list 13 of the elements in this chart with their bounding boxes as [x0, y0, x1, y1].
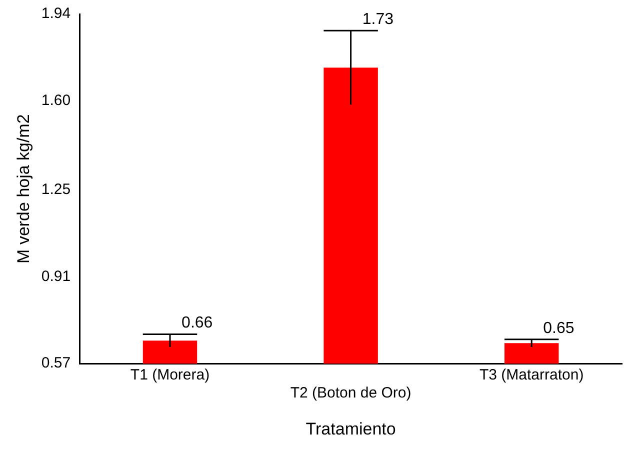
y-tick-label: 1.60 [41, 92, 71, 109]
x-axis-title: Tratamiento [306, 419, 396, 438]
y-axis-title: M verde hoja kg/m2 [14, 114, 33, 264]
y-tick-label: 1.94 [41, 5, 71, 22]
y-tick-label: 0.57 [41, 354, 71, 372]
x-tick-label: T1 (Morera) [130, 366, 210, 384]
y-tick-label: 0.91 [41, 268, 71, 285]
data-label: 1.73 [362, 10, 394, 28]
data-label: 0.65 [543, 320, 574, 337]
y-tick-label: 1.25 [41, 181, 71, 198]
x-tick-label: T2 (Boton de Oro) [290, 384, 412, 402]
data-label: 0.66 [182, 314, 213, 332]
x-tick-label: T3 (Matarraton) [479, 366, 584, 384]
